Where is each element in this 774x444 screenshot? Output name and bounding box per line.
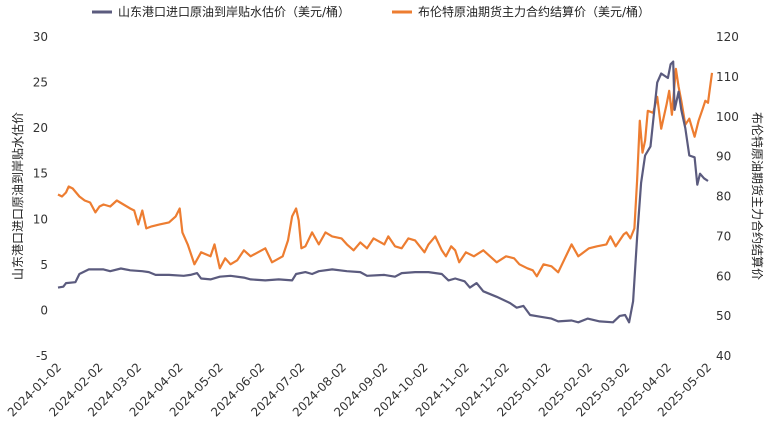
series-line-brent (57, 67, 714, 278)
y-right-tick-labels: 40 50 60 70 80 90 100 110 120 (716, 30, 739, 363)
y-right-tick-4: 80 (716, 190, 731, 204)
legend-label-brent: 布伦特原油期货主力合约结算价（美元/桶） (418, 4, 650, 19)
y-right-tick-2: 60 (716, 269, 731, 283)
legend: 山东港口进口原油到岸贴水估价（美元/桶） 布伦特原油期货主力合约结算价（美元/桶… (92, 4, 650, 19)
y-left-tick-1: 0 (40, 303, 48, 317)
y-right-tick-0: 40 (716, 349, 731, 363)
legend-label-discount: 山东港口进口原油到岸贴水估价（美元/桶） (118, 4, 350, 19)
y-left-tick-3: 10 (33, 212, 48, 226)
y-right-tick-8: 120 (716, 30, 739, 44)
y-left-tick-4: 15 (33, 167, 48, 181)
y-left-tick-5: 20 (33, 121, 48, 135)
y-right-tick-3: 70 (716, 229, 731, 243)
y-right-tick-5: 90 (716, 150, 731, 164)
y-right-tick-6: 100 (716, 110, 739, 124)
y-left-tick-0: -5 (36, 349, 48, 363)
y-right-tick-1: 50 (716, 309, 731, 323)
y-left-tick-2: 5 (40, 258, 48, 272)
y-right-axis-title: 布伦特原油期货主力合约结算价 (750, 112, 765, 280)
y-right-tick-7: 110 (716, 70, 739, 84)
series-line-discount (57, 60, 709, 324)
y-left-axis-title: 山东港口进口原油到岸贴水估价 (11, 112, 25, 280)
y-left-tick-labels: -5 0 5 10 15 20 25 30 (33, 30, 48, 363)
y-left-tick-6: 25 (33, 76, 48, 90)
y-left-tick-7: 30 (33, 30, 48, 44)
x-tick-labels: 2024-01-022024-02-022024-03-022024-04-02… (5, 360, 714, 419)
plot-area (58, 37, 708, 356)
